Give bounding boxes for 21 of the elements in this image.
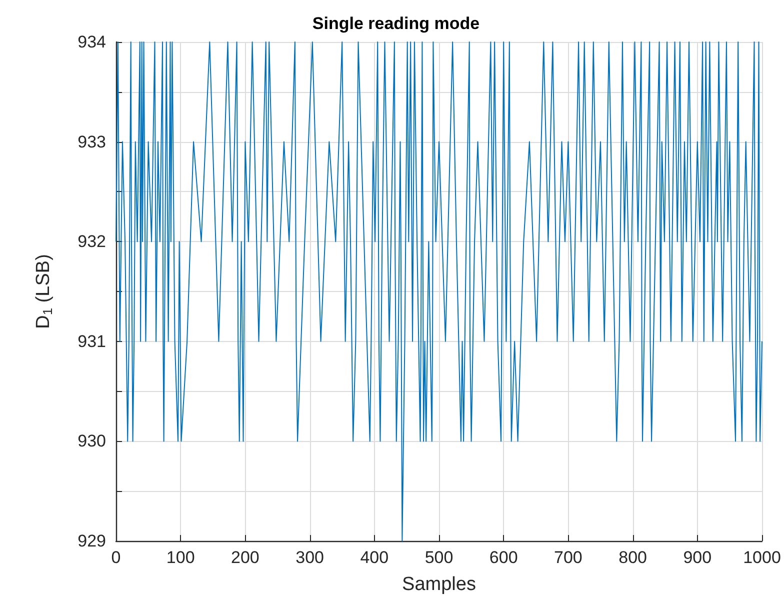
x-tick-label: 600 — [489, 548, 518, 567]
y-tick-label: 933 — [78, 132, 106, 152]
x-tick-label: 500 — [424, 548, 454, 567]
x-tick-label: 800 — [618, 548, 647, 567]
x-tick-label: 100 — [166, 548, 195, 567]
y-tick-label: 930 — [78, 432, 106, 451]
y-tick-label: 929 — [78, 532, 106, 550]
y-tick-label: 931 — [78, 332, 106, 351]
x-tick-label: 900 — [683, 548, 712, 567]
line-series — [116, 42, 762, 542]
x-tick-label: 400 — [360, 548, 389, 567]
x-tick-label: 1000 — [743, 548, 781, 567]
y-axis-title: D1 (LSB) — [33, 254, 55, 329]
y-tick-label: 932 — [78, 232, 106, 252]
x-axis-title: Samples — [402, 574, 476, 595]
x-tick-label: 700 — [554, 548, 582, 567]
y-tick-label: 934 — [78, 32, 106, 52]
x-tick-label: 300 — [296, 548, 324, 567]
x-tick-label: 200 — [231, 548, 260, 567]
chart-title: Single reading mode — [312, 14, 480, 33]
x-tick-label: 0 — [111, 548, 121, 567]
